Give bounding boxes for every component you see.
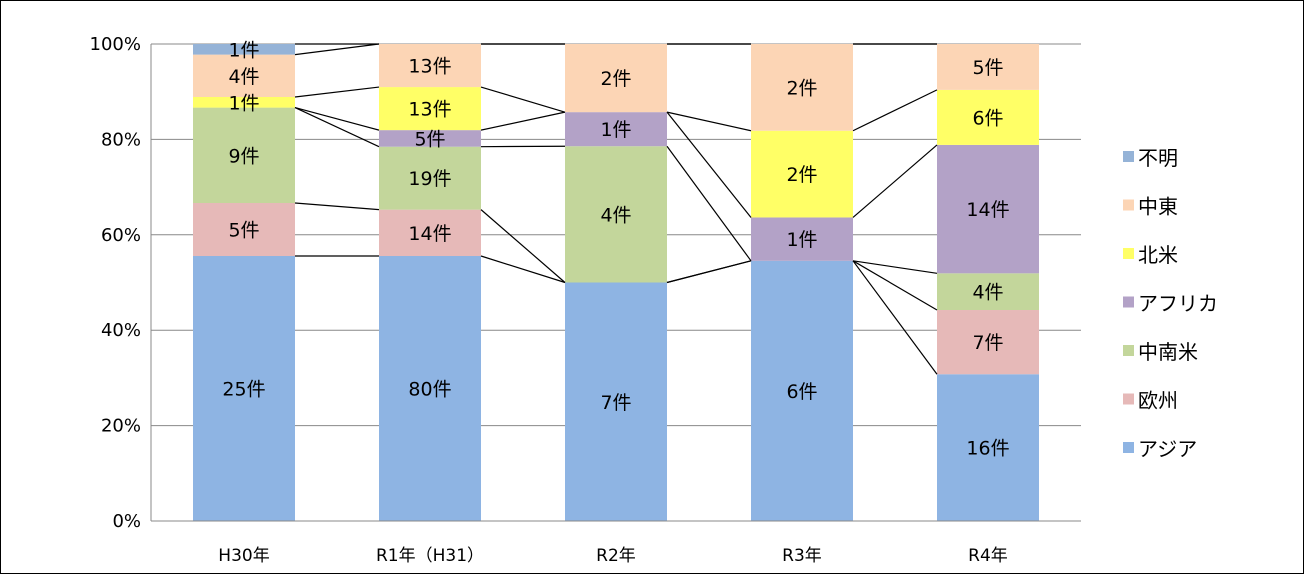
legend-swatch [1123, 442, 1134, 453]
series-line [481, 87, 565, 112]
legend-swatch [1123, 297, 1134, 308]
x-tick-label: H30年 [218, 546, 269, 566]
legend-swatch [1123, 151, 1134, 162]
y-tick-label: 60% [101, 225, 141, 246]
data-label: 25件 [222, 379, 265, 401]
x-tick-label: R1年（H31） [376, 546, 484, 566]
legend-label: 不明 [1138, 146, 1178, 170]
series-line [853, 261, 937, 374]
legend-swatch [1123, 394, 1134, 405]
data-label: 5件 [414, 128, 445, 150]
data-label: 1件 [786, 229, 817, 251]
data-label: 7件 [600, 392, 631, 414]
x-tick-label: R4年 [968, 546, 1008, 566]
data-label: 7件 [972, 332, 1003, 354]
y-tick-label: 0% [112, 511, 141, 532]
legend-label: アフリカ [1138, 292, 1218, 316]
data-label: 1件 [600, 119, 631, 141]
series-line [481, 256, 565, 283]
bars [193, 44, 1039, 521]
x-tick-label: R3年 [782, 546, 822, 566]
series-line [481, 112, 565, 130]
data-label: 4件 [600, 204, 631, 226]
x-tick-label: R2年 [596, 546, 636, 566]
data-label: 13件 [408, 99, 451, 121]
series-line [853, 261, 937, 310]
data-label: 80件 [408, 379, 451, 401]
legend-swatch [1123, 200, 1134, 211]
series-line [295, 44, 379, 55]
legend-label: 中南米 [1138, 340, 1198, 364]
data-label: 1件 [228, 39, 259, 61]
series-line [295, 203, 379, 210]
data-label: 5件 [228, 220, 259, 242]
data-label: 13件 [408, 56, 451, 78]
data-label: 2件 [786, 164, 817, 186]
data-label: 1件 [228, 92, 259, 114]
y-tick-label: 40% [101, 320, 141, 341]
y-tick-label: 100% [90, 34, 141, 55]
series-line [853, 261, 937, 274]
data-label: 2件 [600, 68, 631, 90]
series-line [295, 87, 379, 97]
data-label: 14件 [408, 223, 451, 245]
legend-swatch [1123, 345, 1134, 356]
legend-swatch [1123, 248, 1134, 259]
y-tick-label: 80% [101, 129, 141, 150]
data-label: 6件 [786, 381, 817, 403]
series-line [481, 210, 565, 283]
data-label: 16件 [966, 438, 1009, 460]
series-line [853, 145, 937, 218]
data-label: 4件 [972, 282, 1003, 304]
data-label: 14件 [966, 199, 1009, 221]
y-tick-label: 20% [101, 416, 141, 437]
data-label: 5件 [972, 57, 1003, 79]
series-line [853, 90, 937, 131]
legend-label: 北米 [1138, 243, 1178, 267]
series-line [667, 146, 751, 261]
legend-label: 中東 [1138, 195, 1178, 219]
data-label: 4件 [228, 66, 259, 88]
data-label: 19件 [408, 168, 451, 190]
legend-label: 欧州 [1138, 389, 1178, 413]
series-line [667, 261, 751, 283]
data-label: 2件 [786, 77, 817, 99]
data-label: 9件 [228, 145, 259, 167]
legend-label: アジア [1138, 437, 1197, 461]
data-label: 6件 [972, 107, 1003, 129]
